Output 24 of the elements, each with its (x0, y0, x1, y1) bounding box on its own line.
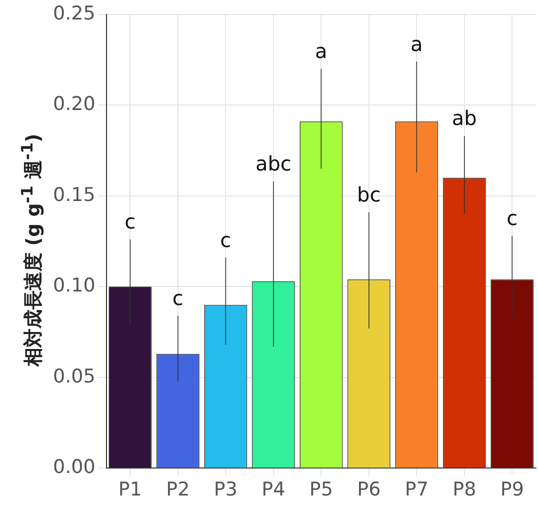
x-tick-label: P4 (262, 478, 286, 501)
annotation: c (124, 210, 136, 234)
annotation: ab (452, 106, 477, 130)
y-tick-label: 0.05 (52, 365, 96, 388)
annotation: bc (357, 182, 381, 206)
x-tick-label: P5 (309, 478, 333, 501)
annotation: abc (255, 152, 292, 176)
x-tick-label: P2 (166, 478, 190, 501)
annotation: a (315, 39, 328, 64)
x-tick-label: P3 (214, 478, 238, 501)
y-tick-label: 0.20 (52, 93, 96, 116)
x-tick-label: P7 (404, 478, 428, 501)
annotation: c (220, 228, 232, 252)
y-tick-label: 0.15 (52, 184, 96, 206)
annotation: a (410, 32, 423, 56)
y-tick-label: 0.00 (52, 456, 96, 478)
annotation: c (172, 286, 184, 310)
y-tick-label: 0.25 (52, 2, 96, 24)
y-tick-label: 0.10 (52, 274, 96, 297)
x-tick-label: P6 (357, 478, 381, 501)
annotation: c (506, 206, 518, 230)
x-tick-label: P9 (500, 478, 524, 501)
x-tick-label: P8 (452, 478, 476, 501)
x-tick-label: P1 (118, 478, 142, 501)
